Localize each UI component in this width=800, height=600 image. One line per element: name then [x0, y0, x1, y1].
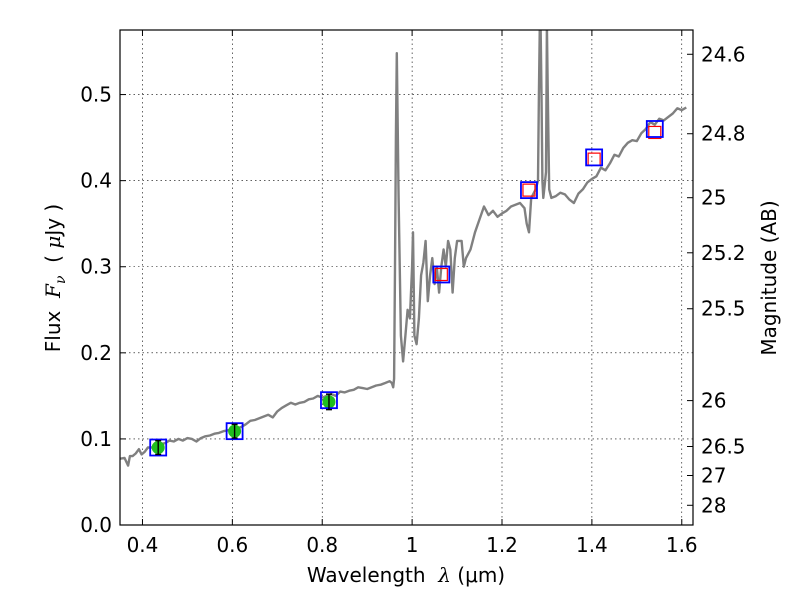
y-axis-label-unit-close: Jy ) [41, 204, 65, 238]
y-axis-label-unit-open: ( [41, 249, 65, 276]
model-magnitude-marker [520, 181, 538, 200]
x-axis-label-text: Wavelength [307, 563, 438, 587]
y-axis-label-mu: μ [41, 236, 65, 249]
y-tick-label: 0.2 [80, 341, 112, 365]
y-axis-label-subscript: ν [53, 275, 69, 284]
y-axis-ticks: 0.0 0.1 0.2 0.3 0.4 0.5 [80, 83, 126, 537]
y-tick-label: 0.3 [80, 255, 112, 279]
y-tick-label: 0.4 [80, 169, 112, 193]
predicted-magnitude-marker [522, 183, 536, 197]
predicted-magnitude-marker [434, 267, 448, 282]
x-tick-label: 1 [406, 533, 419, 557]
photometry-markers [149, 120, 664, 457]
predicted-magnitude-marker [648, 125, 662, 140]
right-tick-label: 25.5 [701, 297, 746, 321]
right-tick-label: 26.5 [701, 434, 746, 458]
x-axis-ticks: 0.4 0.6 0.8 1 1.2 1.4 1.6 [127, 30, 698, 557]
right-tick-label: 28 [701, 493, 726, 517]
y-axis-label: Flux Fν ( μJy ) [41, 204, 69, 352]
x-tick-label: 1.6 [666, 533, 698, 557]
y-tick-label: 0.1 [80, 427, 112, 451]
x-axis-label-symbol: λ [437, 563, 451, 587]
right-tick-label: 24.6 [701, 42, 746, 66]
y-tick-label: 0.5 [80, 83, 112, 107]
right-tick-label: 27 [701, 464, 726, 488]
right-axis-label: Magnitude (AB) [757, 200, 781, 355]
x-tick-label: 1.2 [486, 533, 518, 557]
model-magnitude-marker [645, 120, 664, 138]
y-tick-label: 0.0 [80, 513, 112, 537]
y-axis-label-text: Flux [41, 298, 65, 352]
right-tick-label: 24.8 [701, 122, 746, 146]
x-axis-label-unit: (μm) [451, 563, 505, 587]
x-tick-label: 0.6 [216, 533, 248, 557]
x-tick-label: 0.4 [127, 533, 159, 557]
x-axis-label: Wavelength λ (μm) [307, 563, 505, 587]
model-magnitude-marker [585, 148, 604, 167]
x-tick-label: 0.8 [306, 533, 338, 557]
right-tick-label: 25 [701, 186, 726, 210]
model-magnitude-marker [225, 422, 244, 441]
y-axis-label-symbol: F [41, 283, 65, 299]
right-axis-ticks: 24.6 24.8 25 25.2 25.5 26 26.5 27 28 [687, 42, 746, 517]
right-tick-label: 25.2 [701, 241, 746, 265]
x-tick-label: 1.4 [576, 533, 608, 557]
model-magnitude-marker [432, 265, 451, 284]
right-tick-label: 26 [701, 389, 726, 413]
plot-frame [119, 29, 694, 526]
model-magnitude-marker [149, 438, 168, 457]
